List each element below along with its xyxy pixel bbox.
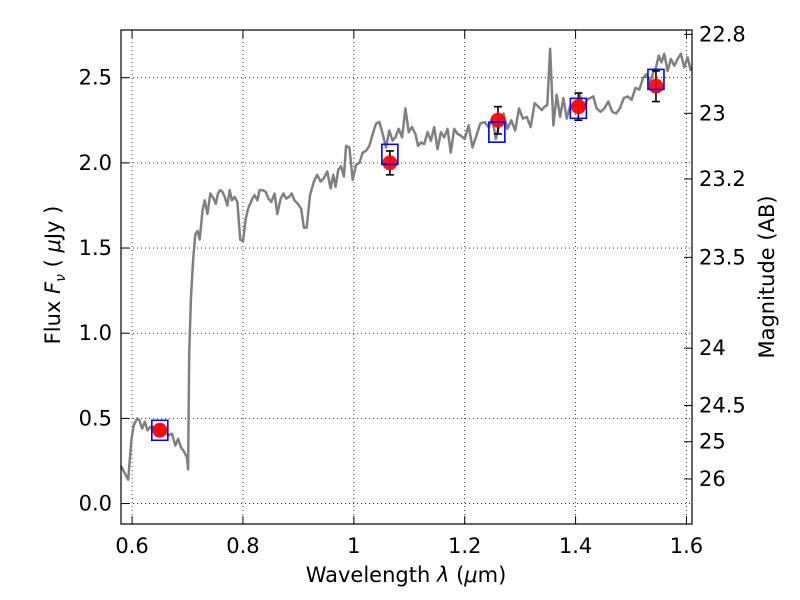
y2-axis-label: Magnitude (AB)	[755, 195, 779, 358]
magnitude-tick-label: 24	[699, 336, 726, 360]
magnitude-tick-label: 26	[699, 467, 726, 491]
model-photometry-box	[569, 97, 588, 120]
axis-ticks: 0.6 0.8 1 1.2 1.4 1.6 0.0 0.5 1.0 1.5 2.0 2.5 22.8 23…	[79, 22, 746, 558]
photometry-point	[152, 422, 168, 438]
x-tick-label: 1.4	[559, 534, 592, 558]
magnitude-tick-label: 23.2	[699, 167, 746, 191]
model-photometry-box	[647, 68, 665, 91]
magnitude-tick-label: 23.5	[699, 245, 746, 269]
x-tick-label: 1.2	[448, 534, 481, 558]
photometry-point	[490, 112, 506, 128]
photometry-point	[382, 155, 398, 171]
magnitude-tick-label: 25	[699, 430, 726, 454]
x-tick-label: 0.8	[226, 534, 259, 558]
y-axis-label: Flux Fν ( μJy )	[41, 206, 69, 345]
model-photometry-box	[381, 143, 399, 166]
photometry-point	[648, 78, 664, 94]
plot-frame	[120, 29, 693, 525]
x-axis-label: Wavelength λ (μm)	[306, 563, 507, 587]
x-tick-label: 0.6	[115, 534, 148, 558]
model-photometry-boxes	[151, 68, 665, 442]
y-tick-label: 1.5	[79, 236, 112, 260]
x-tick-label: 1	[347, 534, 360, 558]
model-photometry-box	[151, 419, 169, 442]
y-tick-label: 2.0	[79, 151, 112, 175]
photometry-point	[570, 99, 586, 115]
x-tick-label: 1.6	[670, 534, 703, 558]
y-tick-label: 0.5	[79, 406, 112, 430]
model-photometry-box	[488, 121, 506, 144]
magnitude-tick-label: 23	[699, 101, 726, 125]
y-tick-label: 0.0	[79, 492, 112, 516]
magnitude-tick-label: 22.8	[699, 22, 746, 46]
y-tick-label: 1.0	[79, 321, 112, 345]
y-tick-label: 2.5	[79, 66, 112, 90]
magnitude-tick-label: 24.5	[699, 394, 746, 418]
